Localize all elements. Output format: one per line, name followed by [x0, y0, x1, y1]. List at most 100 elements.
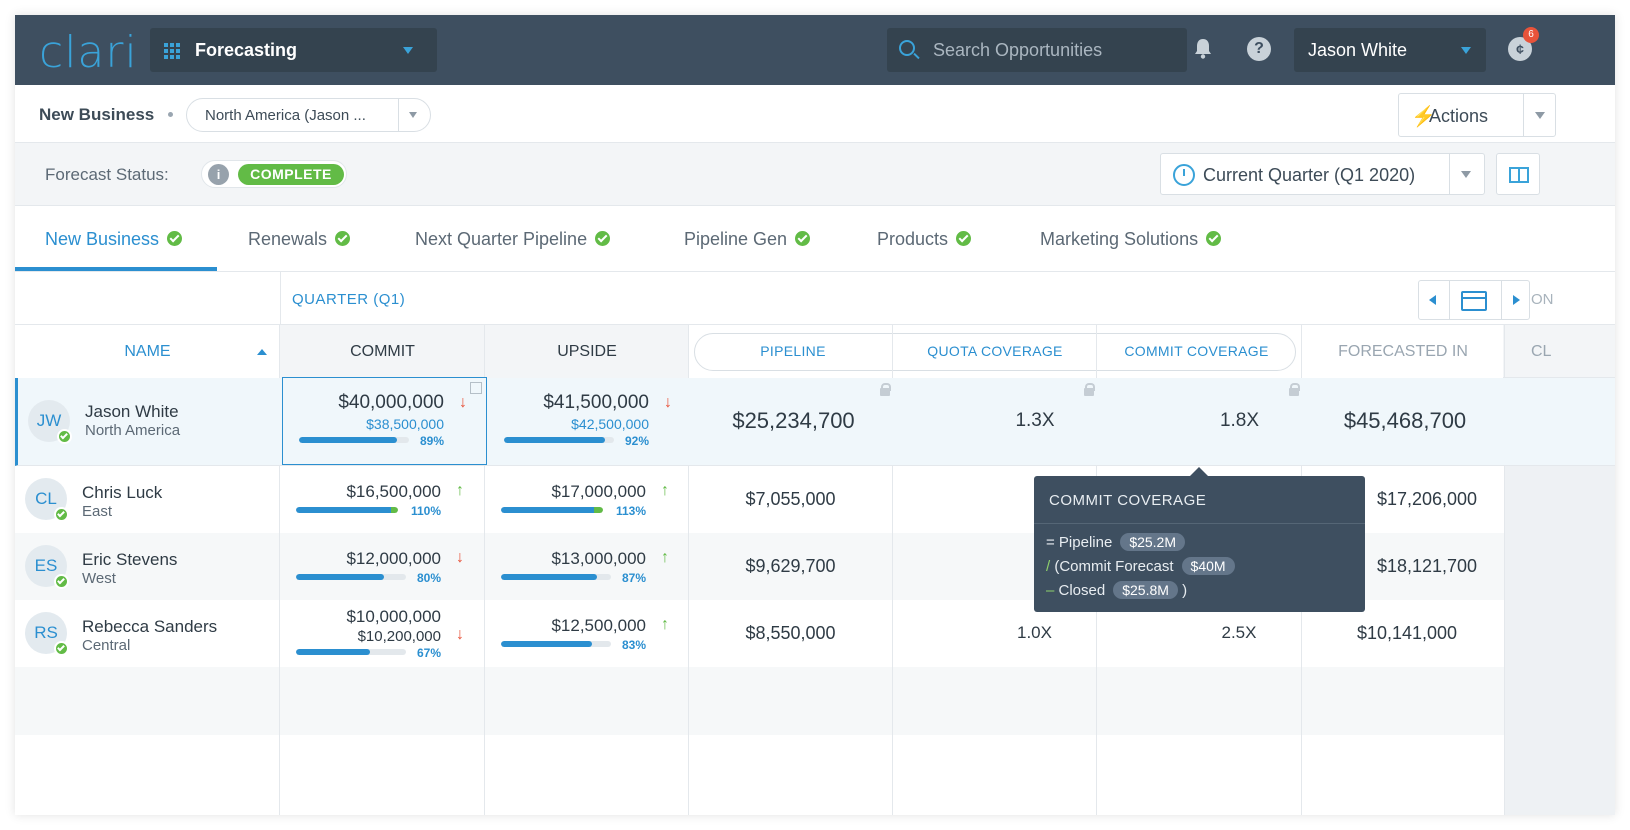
- commit-progress-bar: [296, 574, 406, 580]
- pipeline-value: $8,550,000: [745, 623, 836, 643]
- tab-marketing-solutions[interactable]: Marketing Solutions: [1040, 229, 1222, 250]
- upside-sub-value: $42,500,000: [571, 416, 649, 432]
- commit-percent: 67%: [416, 646, 441, 660]
- commit-coverage-tooltip: COMMIT COVERAGE = Pipeline $25.2M / (Comm…: [1034, 467, 1365, 612]
- column-header-pipeline[interactable]: PIPELINE: [694, 325, 892, 378]
- lock-icon: [1289, 383, 1300, 396]
- sub-header: New Business North America (Jason ... ⚡ …: [15, 85, 1615, 143]
- upside-percent: 113%: [615, 504, 646, 518]
- progress-fill: [501, 574, 597, 580]
- search-input[interactable]: [933, 28, 1173, 72]
- progress-fill: [504, 437, 606, 443]
- calendar-icon[interactable]: [1461, 291, 1487, 311]
- layout-toggle-button[interactable]: [1496, 153, 1540, 195]
- table-row[interactable]: JW Jason White North America $40,000,000…: [15, 377, 1615, 466]
- table-row[interactable]: RS Rebecca Sanders Central $10,000,000 $…: [15, 600, 1615, 667]
- tooltip-line-pipeline: = Pipeline $25.2M: [1046, 533, 1186, 551]
- region-dropdown[interactable]: North America (Jason ...: [186, 98, 431, 132]
- avatar: JW: [28, 400, 72, 444]
- tooltip-text: Closed: [1058, 582, 1106, 599]
- column-header-upside[interactable]: UPSIDE: [485, 325, 689, 378]
- check-icon: [595, 231, 611, 246]
- column-header-forecasted-in[interactable]: FORECASTED IN: [1303, 325, 1503, 378]
- divider: [1034, 523, 1365, 524]
- user-name: Jason White: [1308, 40, 1408, 60]
- commit-percent: 80%: [416, 571, 441, 585]
- table-row[interactable]: ES Eric Stevens West $12,000,000 ↓ 80% $…: [15, 533, 1615, 600]
- check-icon: [167, 231, 183, 246]
- forecast-status-label: Forecast Status:: [45, 165, 169, 184]
- tab-new-business[interactable]: New Business: [45, 229, 183, 250]
- quarter-dropdown[interactable]: Current Quarter (Q1 2020): [1160, 153, 1485, 195]
- check-icon: [1206, 231, 1222, 246]
- rep-name[interactable]: Chris Luck: [82, 483, 163, 502]
- upside-value: $12,500,000: [551, 616, 646, 635]
- rep-name[interactable]: Jason White: [85, 402, 179, 421]
- rep-name[interactable]: Eric Stevens: [82, 550, 178, 569]
- commit-coverage-value[interactable]: 1.8X: [1219, 410, 1260, 431]
- quarter-dropdown-label: Current Quarter (Q1 2020): [1203, 165, 1416, 185]
- commit-value: $16,500,000: [346, 482, 441, 501]
- divider: [398, 99, 399, 131]
- divider: [1504, 325, 1505, 815]
- rep-region: Central: [82, 637, 131, 654]
- progress-fill: [501, 507, 603, 513]
- rep-name[interactable]: Rebecca Sanders: [82, 617, 218, 636]
- search-icon: [899, 40, 915, 56]
- app-window: clari Forecasting ? Jason White ¢ 6 New …: [15, 15, 1615, 815]
- selected-cell[interactable]: [282, 377, 487, 465]
- divider: [1449, 154, 1450, 194]
- arrow-up-icon: ↑: [456, 482, 464, 499]
- upside-progress-bar: [501, 641, 611, 647]
- column-header-commit[interactable]: COMMIT: [280, 325, 485, 378]
- lock-icon: [880, 383, 891, 396]
- avatar: CL: [25, 478, 69, 522]
- app-switcher[interactable]: Forecasting: [150, 28, 437, 72]
- commit-coverage-value: 2.5X: [1221, 623, 1257, 642]
- tab-next-quarter-pipeline[interactable]: Next Quarter Pipeline: [415, 229, 611, 250]
- sort-ascending-icon[interactable]: [257, 349, 267, 355]
- table-row[interactable]: CL Chris Luck East $16,500,000 ↑ 110% $1…: [15, 466, 1615, 533]
- next-period-icon[interactable]: [1513, 295, 1520, 305]
- tab-label: Products: [877, 229, 949, 249]
- column-header-label: COMMIT: [350, 343, 415, 360]
- tab-renewals[interactable]: Renewals: [248, 229, 351, 250]
- separator-dot: [168, 112, 173, 117]
- avatar-initials: RS: [34, 623, 58, 642]
- prev-period-icon[interactable]: [1429, 295, 1436, 305]
- divider: [280, 272, 281, 325]
- progress-fill: [296, 649, 370, 655]
- column-header-name[interactable]: NAME: [15, 325, 280, 378]
- avatar-initials: CL: [35, 489, 57, 508]
- bell-icon[interactable]: [1192, 37, 1214, 59]
- tab-pipeline-gen[interactable]: Pipeline Gen: [684, 229, 811, 250]
- upside-percent: 87%: [621, 571, 646, 585]
- column-header-commit-coverage[interactable]: COMMIT COVERAGE: [1097, 325, 1296, 378]
- commit-progress-bar: [296, 649, 406, 655]
- info-icon[interactable]: i: [208, 164, 229, 185]
- tab-label: New Business: [45, 229, 160, 249]
- tab-label: Next Quarter Pipeline: [415, 229, 588, 249]
- upside-value: $41,500,000: [543, 392, 649, 413]
- check-icon: [54, 574, 69, 589]
- column-header-quota-coverage[interactable]: QUOTA COVERAGE: [893, 325, 1097, 378]
- tooltip-chip: $25.2M: [1120, 533, 1186, 551]
- arrow-down-icon: ↓: [664, 394, 672, 411]
- region-dropdown-label: North America (Jason ...: [205, 107, 366, 124]
- clari-logo[interactable]: clari: [39, 27, 138, 78]
- help-icon[interactable]: ?: [1247, 37, 1271, 61]
- chevron-down-icon[interactable]: [1535, 112, 1545, 119]
- pipeline-value: $25,234,700: [732, 408, 855, 433]
- divider: [1523, 94, 1524, 136]
- search-box[interactable]: [887, 28, 1187, 72]
- user-menu[interactable]: Jason White: [1294, 28, 1486, 72]
- commit-sub-value: $38,500,000: [366, 416, 444, 432]
- commit-progress-bar: [296, 507, 398, 513]
- actions-button[interactable]: ⚡ Actions: [1398, 93, 1556, 137]
- tab-products[interactable]: Products: [877, 229, 972, 250]
- edit-icon[interactable]: [470, 382, 482, 394]
- upside-value: $13,000,000: [551, 549, 646, 568]
- column-header-cl[interactable]: CL: [1505, 325, 1615, 378]
- pipeline-value: $9,629,700: [745, 556, 836, 576]
- column-header-label: CL: [1531, 343, 1552, 360]
